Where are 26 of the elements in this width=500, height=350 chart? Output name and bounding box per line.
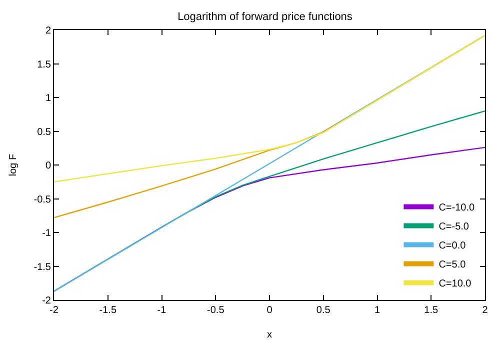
x-tick-label: 0: [266, 305, 273, 316]
y-tick-label: -2: [42, 296, 52, 306]
y-tick-label: 1: [45, 93, 52, 104]
x-tick-label: 1: [374, 305, 380, 316]
x-tick-label: -0.5: [207, 305, 225, 316]
y-axis-title: log F: [8, 154, 19, 176]
legend-label: C=10.0: [438, 278, 472, 290]
legend-label: C=0.0: [438, 240, 466, 252]
chart-title: Logarithm of forward price functions: [178, 10, 353, 23]
x-tick-label: 1.5: [424, 305, 439, 316]
x-tick-label: -1.5: [99, 305, 117, 316]
legend-label: C=5.0: [438, 260, 466, 271]
x-axis-title: x: [267, 330, 272, 340]
x-tick-label: -1: [157, 305, 167, 316]
x-tick-label: 2: [482, 305, 488, 316]
line-series: [54, 34, 485, 182]
y-tick-label: -0.5: [34, 194, 52, 206]
legend-label: C=-5.0: [438, 222, 470, 233]
y-tick-label: 2: [45, 26, 52, 36]
y-tick-label: -1.5: [34, 262, 52, 273]
y-tick-label: 0.5: [37, 126, 52, 138]
y-tick-label: 1.5: [37, 59, 52, 70]
y-tick-label: -1: [42, 228, 52, 239]
legend-label: C=-10.0: [438, 202, 475, 214]
x-tick-label: 0.5: [316, 305, 331, 316]
y-tick-label: 0: [45, 160, 52, 172]
